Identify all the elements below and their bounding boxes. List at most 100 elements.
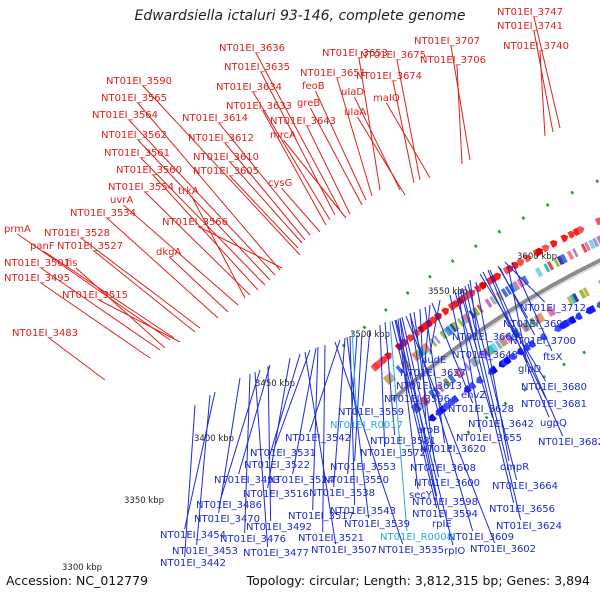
plus-cog-bar — [553, 257, 560, 268]
plus-cog-bar — [395, 365, 405, 375]
minus-gene-label: NT01EI_3613 — [396, 381, 462, 392]
plus-gene-leader — [255, 52, 341, 211]
kbp-tick-label: 3600 kbp — [517, 252, 557, 262]
plus-cog-bar — [443, 326, 453, 337]
plus-gene-label: maIQ — [373, 93, 400, 104]
tick-dot-outer — [595, 179, 600, 183]
minus-cog-bar — [421, 395, 430, 405]
plus-gene-leader — [260, 71, 336, 216]
minus-cog-bar — [447, 373, 457, 384]
plus-gene-label: NT01EI_3554 — [108, 182, 174, 193]
plus-gene-label: NT01EI_3564 — [92, 110, 158, 121]
plus-strand-gene — [516, 258, 525, 267]
minus-cog-bar — [537, 312, 546, 323]
minus-cog-bar — [504, 333, 513, 343]
plus-gene-label: NT01EI_3528 — [44, 228, 110, 239]
minus-gene-leader — [467, 283, 518, 481]
minus-cog-bar — [566, 296, 574, 306]
minus-gene-label: NT01EI_3656 — [489, 504, 555, 515]
plus-gene-label: NT01EI_3612 — [188, 133, 254, 144]
plus-gene-label: prmA — [4, 224, 31, 235]
plus-gene-label: NT01EI_3566 — [162, 217, 228, 228]
tick-dot-inner — [542, 374, 546, 379]
plus-strand-gene — [576, 226, 585, 235]
minus-gene-label: secY — [409, 490, 433, 501]
minus-cog-bar — [529, 317, 538, 328]
tick-dot-outer — [521, 216, 526, 221]
plus-strand-gene — [523, 254, 532, 263]
plus-gene-label: NT01EI_3527 — [57, 241, 123, 252]
minus-gene-label: NT01EI_3712 — [520, 303, 586, 314]
minus-cog-bar — [454, 369, 462, 379]
plus-cog-bar — [588, 239, 596, 250]
plus-cog-bar — [429, 338, 438, 347]
minus-gene-label: rpIE — [432, 519, 452, 530]
plus-gene-leader — [456, 64, 463, 165]
plus-gene-leader — [358, 57, 381, 191]
kbp-tick-label: 3350 kbp — [124, 496, 164, 506]
plus-gene-label: NT01EI_3590 — [106, 76, 172, 87]
minus-gene-label: NT01EI_3517 — [288, 511, 354, 522]
tick-dot-inner — [503, 401, 508, 406]
minus-gene-label: NT01EI_3628 — [448, 404, 514, 415]
minus-cog-bar — [582, 287, 590, 297]
minus-gene-leader — [218, 377, 241, 514]
plus-strand-gene — [412, 329, 420, 338]
plus-gene-label: NT01EI_3635 — [224, 62, 290, 73]
plus-gene-leader — [43, 250, 175, 339]
minus-strand-gene — [447, 397, 456, 406]
minus-gene-label: ftsX — [543, 352, 562, 363]
minus-gene-leader — [354, 332, 363, 462]
minus-gene-label: NT01EI_3476 — [220, 534, 286, 545]
plus-gene-label: feoB — [302, 81, 325, 92]
minus-gene-leader — [184, 404, 196, 558]
minus-gene-leader — [196, 394, 211, 546]
minus-gene-label: NT01EI_3524 — [268, 475, 334, 486]
plus-gene-label: uIaA — [344, 107, 366, 118]
kbp-tick-label: 3550 kbp — [428, 287, 468, 297]
plus-gene-label: mrcA — [270, 130, 296, 141]
plus-gene-leader — [336, 77, 373, 197]
minus-cog-bar — [548, 306, 556, 316]
minus-gene-label: NT01EI_3477 — [243, 548, 309, 559]
plus-gene-leader — [533, 16, 561, 129]
kbp-tick-label: 3450 kbp — [255, 379, 295, 389]
minus-cog-bar — [523, 320, 532, 331]
minus-gene-label: ompR — [500, 462, 529, 473]
plus-gene-leader — [229, 161, 303, 244]
gene-labels: NT01EI_3747 NT01EI_3741 NT01EI_3740 NT01EI_… — [4, 7, 600, 569]
minus-gene-leader — [401, 316, 440, 478]
minus-gene-label: NT01EI_3682 — [538, 437, 600, 448]
plus-cog-bar — [512, 280, 521, 291]
tick-dot-outer — [570, 190, 575, 195]
tick-dot-outer — [428, 274, 432, 279]
plus-gene-leader — [137, 102, 281, 271]
minus-gene-leader — [424, 306, 446, 444]
plus-gene-leader — [137, 139, 271, 281]
minus-gene-leader — [479, 273, 547, 382]
plus-strand-gene — [441, 307, 449, 316]
plus-strand-gene — [541, 244, 550, 253]
minus-gene-label: NT01EI_3542 — [285, 433, 351, 444]
plus-gene-leader — [198, 226, 283, 269]
minus-gene-label: NT01EI_3470 — [194, 514, 260, 525]
minus-gene-label: NT01EI_3600 — [414, 478, 480, 489]
minus-gene-label: NT01EI_3539 — [344, 519, 410, 530]
plus-gene-label: NT01EI_3565 — [101, 93, 167, 104]
plus-gene-label: NT01EI_3501 — [4, 258, 70, 269]
plus-gene-label: greB — [297, 98, 320, 109]
plus-gene-label: cysG — [268, 178, 292, 189]
tick-dot-outer — [341, 343, 346, 348]
plus-gene-leader — [229, 175, 299, 249]
minus-gene-label: NT01EI_3655 — [456, 433, 522, 444]
minus-gene-leader — [499, 267, 536, 336]
plus-cog-bar — [445, 325, 454, 335]
minus-gene-leader — [449, 294, 471, 390]
minus-gene-label: NT01EI_3559 — [338, 407, 404, 418]
plus-strand-gene — [451, 300, 460, 309]
tick-dot-outer — [545, 203, 550, 207]
plus-gene-leader — [262, 110, 327, 226]
plus-gene-label: NT01EI_3707 — [414, 36, 480, 47]
minus-gene-label: NT01EI_3608 — [410, 463, 476, 474]
minus-gene-label: NT01EI_3492 — [246, 522, 312, 533]
